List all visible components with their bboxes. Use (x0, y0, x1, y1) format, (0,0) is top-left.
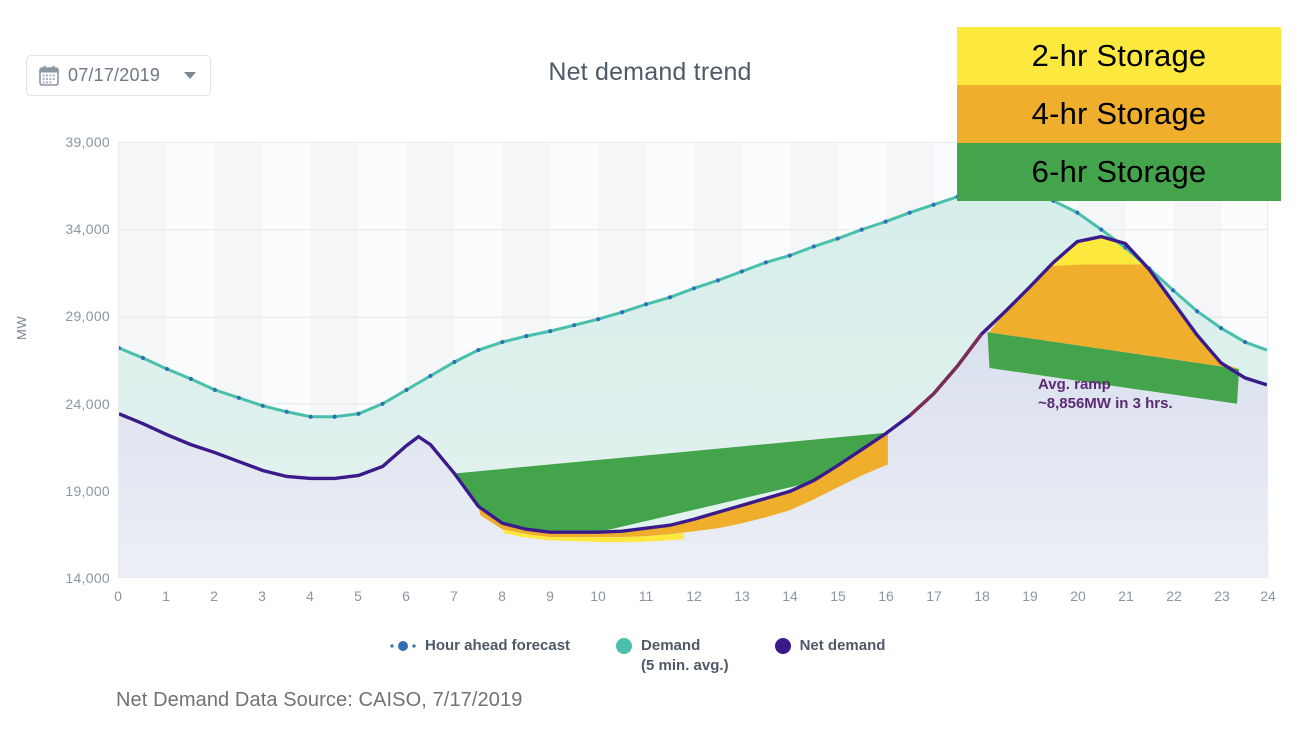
x-tick: 1 (162, 588, 170, 604)
calendar-icon (39, 65, 59, 86)
storage-bands-discharge (987, 236, 1240, 404)
storage-legend-row-4hr: 4-hr Storage (957, 85, 1281, 143)
avg-ramp-annotation: Avg. ramp ~8,856MW in 3 hrs. (1038, 376, 1173, 414)
storage-band-6hr-charging (454, 432, 888, 533)
legend-item-hour-ahead-forecast[interactable]: Hour ahead forecast (390, 636, 570, 656)
y-axis-ticks: 39,000 34,000 29,000 24,000 19,000 14,00… (24, 0, 110, 741)
x-tick: 23 (1214, 588, 1230, 604)
x-tick: 2 (210, 588, 218, 604)
x-tick: 19 (1022, 588, 1038, 604)
y-tick: 29,000 (65, 308, 110, 325)
chevron-down-icon[interactable] (184, 72, 196, 79)
legend-label-demand: Demand (5 min. avg.) (641, 636, 729, 677)
y-tick: 19,000 (65, 482, 110, 499)
chart-svg (119, 143, 1267, 577)
legend-label-demand-line1: Demand (641, 637, 701, 654)
x-tick: 6 (402, 588, 410, 604)
x-tick: 3 (258, 588, 266, 604)
x-tick: 20 (1070, 588, 1086, 604)
avg-ramp-line1: Avg. ramp (1038, 376, 1111, 393)
x-tick: 9 (546, 588, 554, 604)
dotted-line-icon (390, 641, 416, 651)
chart-legend: Hour ahead forecast Demand (5 min. avg.)… (390, 636, 885, 677)
y-tick: 39,000 (65, 134, 110, 150)
storage-legend: 2-hr Storage 4-hr Storage 6-hr Storage (957, 27, 1281, 201)
x-tick: 11 (638, 588, 654, 604)
date-picker-value: 07/17/2019 (68, 65, 161, 85)
x-tick: 7 (450, 588, 458, 604)
date-picker[interactable]: 07/17/2019 (26, 55, 211, 96)
x-tick: 16 (878, 588, 894, 604)
legend-label-net-demand: Net demand (799, 637, 886, 654)
x-tick: 0 (114, 588, 122, 604)
storage-legend-label-4hr: 4-hr Storage (1031, 96, 1207, 131)
y-tick: 14,000 (65, 570, 110, 586)
storage-band-2hr-discharge (1043, 236, 1144, 269)
plot-area (118, 142, 1268, 578)
x-tick: 21 (1118, 588, 1134, 604)
x-tick: 4 (306, 588, 314, 604)
x-tick: 24 (1260, 588, 1276, 604)
legend-dot-net-demand (774, 638, 791, 654)
legend-label-hour-ahead-forecast: Hour ahead forecast (425, 637, 571, 654)
legend-dot-demand (616, 638, 633, 654)
x-tick: 14 (782, 588, 798, 604)
net-demand-line (119, 234, 1267, 534)
x-tick: 12 (686, 588, 702, 604)
page-title: Net demand trend (548, 58, 752, 86)
storage-band-6hr-discharge (987, 332, 1240, 404)
x-tick: 8 (498, 588, 506, 604)
source-caption: Net Demand Data Source: CAISO, 7/17/2019 (116, 689, 523, 711)
avg-ramp-segment (908, 333, 983, 417)
legend-item-net-demand[interactable]: Net demand (774, 636, 886, 656)
storage-legend-label-2hr: 2-hr Storage (1031, 38, 1207, 73)
legend-item-demand[interactable]: Demand (5 min. avg.) (616, 636, 729, 677)
y-tick: 24,000 (65, 395, 110, 412)
avg-ramp-line2: ~8,856MW in 3 hrs. (1038, 394, 1173, 412)
chart-body (119, 143, 1267, 577)
storage-band-2hr-charging (502, 529, 685, 543)
x-tick: 17 (926, 588, 942, 604)
hour-ahead-forecast-dots (119, 186, 1248, 419)
x-tick: 22 (1166, 588, 1182, 604)
storage-bands-charging (454, 432, 888, 543)
storage-legend-row-6hr: 6-hr Storage (957, 143, 1281, 201)
x-tick: 15 (830, 588, 846, 604)
x-tick: 10 (590, 588, 606, 604)
storage-legend-row-2hr: 2-hr Storage (957, 27, 1281, 85)
x-tick: 13 (734, 588, 750, 604)
storage-band-4hr-charging (478, 432, 888, 538)
x-tick: 18 (974, 588, 990, 604)
net-demand-area (119, 236, 1267, 577)
y-tick: 34,000 (65, 221, 110, 238)
storage-band-4hr-discharge (987, 236, 1240, 369)
storage-legend-label-6hr: 6-hr Storage (1031, 154, 1207, 189)
x-tick: 5 (354, 588, 362, 604)
demand-line (119, 187, 1267, 419)
legend-label-demand-line2: (5 min. avg.) (641, 657, 729, 675)
